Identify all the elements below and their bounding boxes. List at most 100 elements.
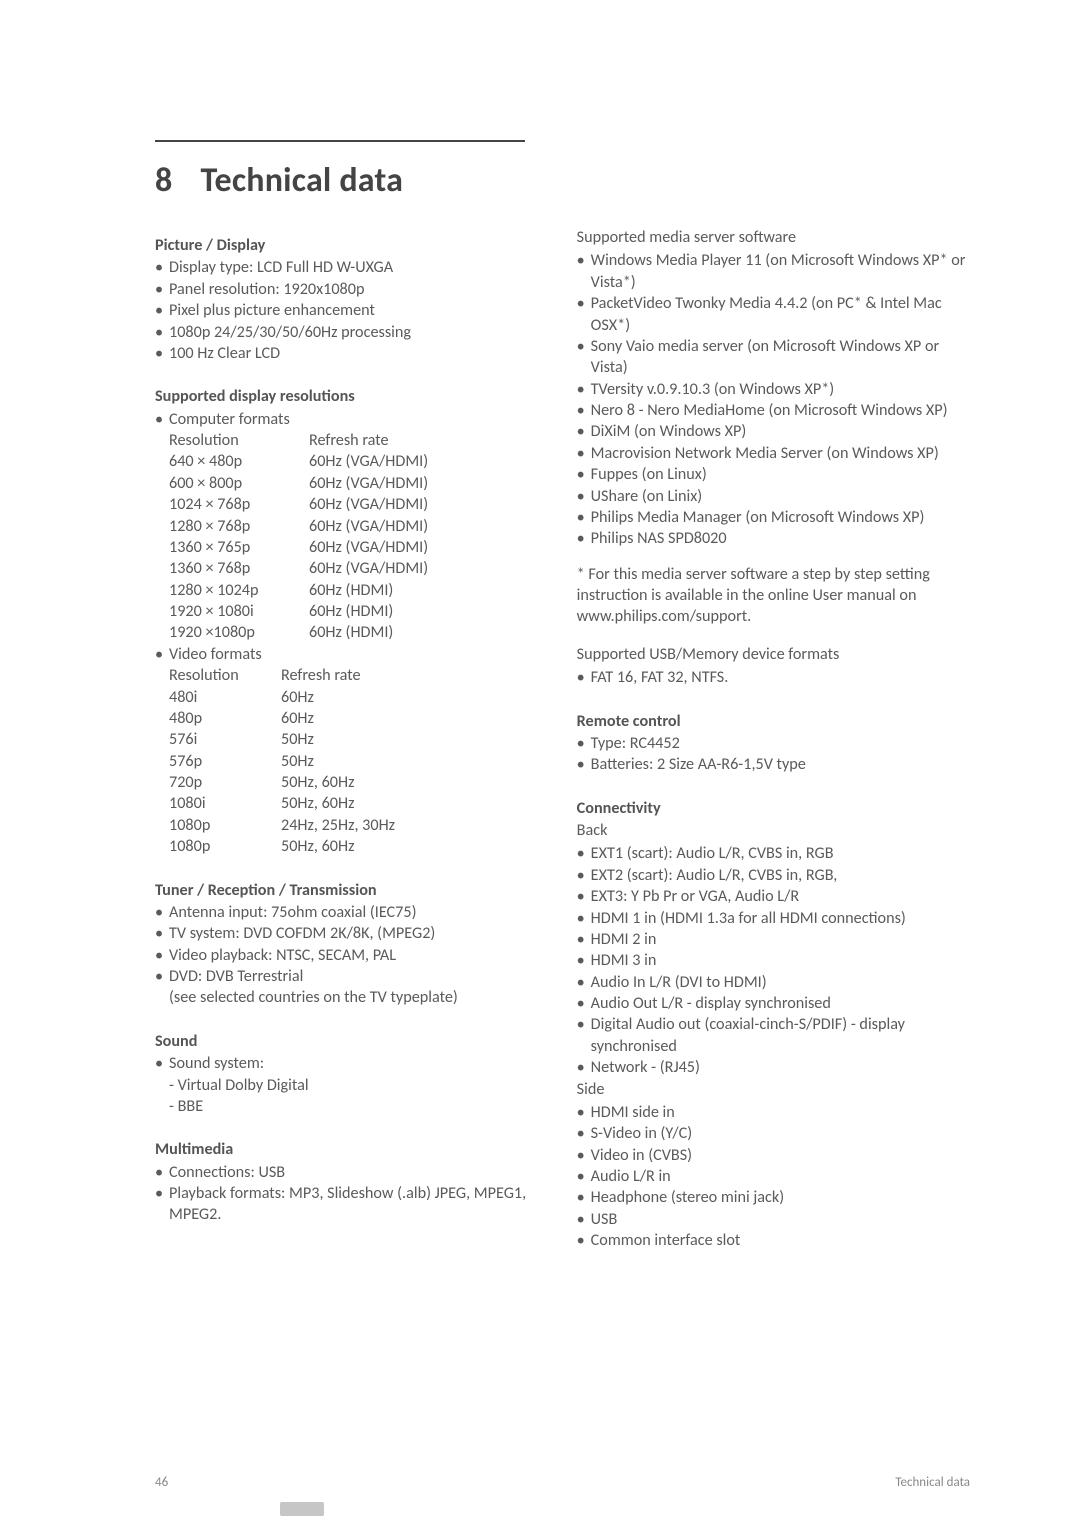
- list-item: DiXiM (on Windows XP): [577, 421, 970, 442]
- list-item: Windows Media Player 11 (on Microsoft Wi…: [577, 250, 970, 293]
- res-cell: 1280 × 768p: [169, 516, 309, 537]
- list-item: 1080p 24/25/30/50/60Hz processing: [155, 322, 529, 343]
- back-label: Back: [577, 820, 970, 841]
- list-item: Headphone (stereo mini jack): [577, 1187, 970, 1208]
- supported-res-heading: Supported display resolutions: [155, 386, 529, 407]
- top-rule: [155, 140, 525, 142]
- media-server-lead: Supported media server software: [577, 227, 970, 248]
- multimedia-list: Connections: USB Playback formats: MP3, …: [155, 1162, 529, 1226]
- left-column: Picture / Display Display type: LCD Full…: [155, 227, 529, 1252]
- remote-list: Type: RC4452 Batteries: 2 Size AA-R6-1,5…: [577, 733, 970, 776]
- res-cell: 60Hz (VGA/HDMI): [309, 558, 428, 579]
- list-item: USB: [577, 1209, 970, 1230]
- list-item: DVD: DVB Terrestrial: [155, 966, 529, 987]
- tuner-note: (see selected countries on the TV typepl…: [155, 987, 529, 1008]
- res-cell: 60Hz (VGA/HDMI): [309, 494, 428, 515]
- res-cell: 720p: [169, 772, 281, 793]
- page-footer: 46 Technical data: [155, 1475, 970, 1490]
- chapter-title: Technical data: [200, 160, 403, 201]
- list-item: Antenna input: 75ohm coaxial (IEC75): [155, 902, 529, 923]
- res-cell: 60Hz (VGA/HDMI): [309, 537, 428, 558]
- res-cell: 60Hz (VGA/HDMI): [309, 473, 428, 494]
- tuner-list: Antenna input: 75ohm coaxial (IEC75) TV …: [155, 902, 529, 988]
- list-item: Philips Media Manager (on Microsoft Wind…: [577, 507, 970, 528]
- res-cell: 1360 × 768p: [169, 558, 309, 579]
- list-item: Philips NAS SPD8020: [577, 528, 970, 549]
- video-res-table: ResolutionRefresh rate 480i60Hz 480p60Hz…: [155, 665, 529, 857]
- res-cell: 60Hz (HDMI): [309, 601, 393, 622]
- columns: Picture / Display Display type: LCD Full…: [155, 227, 970, 1252]
- list-item: Common interface slot: [577, 1230, 970, 1251]
- res-cell: 60Hz (HDMI): [309, 580, 393, 601]
- computer-formats: Computer formats: [155, 409, 529, 430]
- col-header: Resolution: [169, 430, 309, 451]
- list-item: Video in (CVBS): [577, 1145, 970, 1166]
- list-item: Macrovision Network Media Server (on Win…: [577, 443, 970, 464]
- list-item: Fuppes (on Linux): [577, 464, 970, 485]
- res-cell: 60Hz: [281, 687, 314, 708]
- remote-heading: Remote control: [577, 711, 970, 732]
- res-cell: 600 × 800p: [169, 473, 309, 494]
- list-item: PacketVideo Twonky Media 4.4.2 (on PC* &…: [577, 293, 970, 336]
- list-item: EXT2 (scart): Audio L/R, CVBS in, RGB,: [577, 865, 970, 886]
- res-cell: 480p: [169, 708, 281, 729]
- right-column: Supported media server software Windows …: [577, 227, 970, 1252]
- res-cell: 50Hz, 60Hz: [281, 836, 354, 857]
- list-item: EXT1 (scart): Audio L/R, CVBS in, RGB: [577, 843, 970, 864]
- page: 8 Technical data Picture / Display Displa…: [0, 0, 1080, 1528]
- res-cell: 1024 × 768p: [169, 494, 309, 515]
- chapter-number: 8: [155, 160, 172, 201]
- picture-display-list: Display type: LCD Full HD W-UXGA Panel r…: [155, 257, 529, 364]
- list-item: Audio In L/R (DVI to HDMI): [577, 972, 970, 993]
- list-item: Panel resolution: 1920x1080p: [155, 279, 529, 300]
- res-cell: 1920 ×1080p: [169, 622, 309, 643]
- sound-list: Sound system:: [155, 1053, 529, 1074]
- list-item: Batteries: 2 Size AA-R6-1,5V type: [577, 754, 970, 775]
- list-item: Computer formats: [155, 409, 529, 430]
- list-item: S-Video in (Y/C): [577, 1123, 970, 1144]
- picture-display-heading: Picture / Display: [155, 235, 529, 256]
- res-cell: 1280 × 1024p: [169, 580, 309, 601]
- list-item: Video formats: [155, 644, 529, 665]
- chapter-heading: 8 Technical data: [155, 160, 970, 201]
- col-header: Resolution: [169, 665, 281, 686]
- res-cell: 1080i: [169, 793, 281, 814]
- res-cell: 1360 × 765p: [169, 537, 309, 558]
- list-item: Playback formats: MP3, Slideshow (.alb) …: [155, 1183, 529, 1226]
- res-cell: 50Hz, 60Hz: [281, 772, 354, 793]
- video-formats: Video formats: [155, 644, 529, 665]
- sound-heading: Sound: [155, 1031, 529, 1052]
- sound-sub: - Virtual Dolby Digital: [155, 1075, 529, 1096]
- list-item: Digital Audio out (coaxial-cinch-S/PDIF)…: [577, 1014, 970, 1057]
- list-item: TV system: DVD COFDM 2K/8K, (MPEG2): [155, 923, 529, 944]
- footer-label: Technical data: [895, 1475, 970, 1490]
- list-item: HDMI 2 in: [577, 929, 970, 950]
- list-item: Type: RC4452: [577, 733, 970, 754]
- list-item: EXT3: Y Pb Pr or VGA, Audio L/R: [577, 886, 970, 907]
- res-cell: 1920 × 1080i: [169, 601, 309, 622]
- back-list: EXT1 (scart): Audio L/R, CVBS in, RGB EX…: [577, 843, 970, 1078]
- res-cell: 576p: [169, 751, 281, 772]
- media-server-note: * For this media server software a step …: [577, 564, 970, 628]
- list-item: HDMI side in: [577, 1102, 970, 1123]
- list-item: Sony Vaio media server (on Microsoft Win…: [577, 336, 970, 379]
- res-cell: 50Hz, 60Hz: [281, 793, 354, 814]
- res-cell: 50Hz: [281, 751, 314, 772]
- tab-mark-icon: [280, 1502, 324, 1516]
- page-number: 46: [155, 1475, 168, 1490]
- res-cell: 1080p: [169, 815, 281, 836]
- list-item: TVersity v.0.9.10.3 (on Windows XP*): [577, 379, 970, 400]
- list-item: FAT 16, FAT 32, NTFS.: [577, 667, 970, 688]
- list-item: HDMI 3 in: [577, 950, 970, 971]
- list-item: Nero 8 - Nero MediaHome (on Microsoft Wi…: [577, 400, 970, 421]
- sound-sub: - BBE: [155, 1096, 529, 1117]
- connectivity-heading: Connectivity: [577, 798, 970, 819]
- res-cell: 24Hz, 25Hz, 30Hz: [281, 815, 395, 836]
- list-item: Display type: LCD Full HD W-UXGA: [155, 257, 529, 278]
- res-cell: 60Hz (VGA/HDMI): [309, 516, 428, 537]
- media-server-list: Windows Media Player 11 (on Microsoft Wi…: [577, 250, 970, 549]
- list-item: Audio L/R in: [577, 1166, 970, 1187]
- usb-list: FAT 16, FAT 32, NTFS.: [577, 667, 970, 688]
- list-item: Network - (RJ45): [577, 1057, 970, 1078]
- list-item: Sound system:: [155, 1053, 529, 1074]
